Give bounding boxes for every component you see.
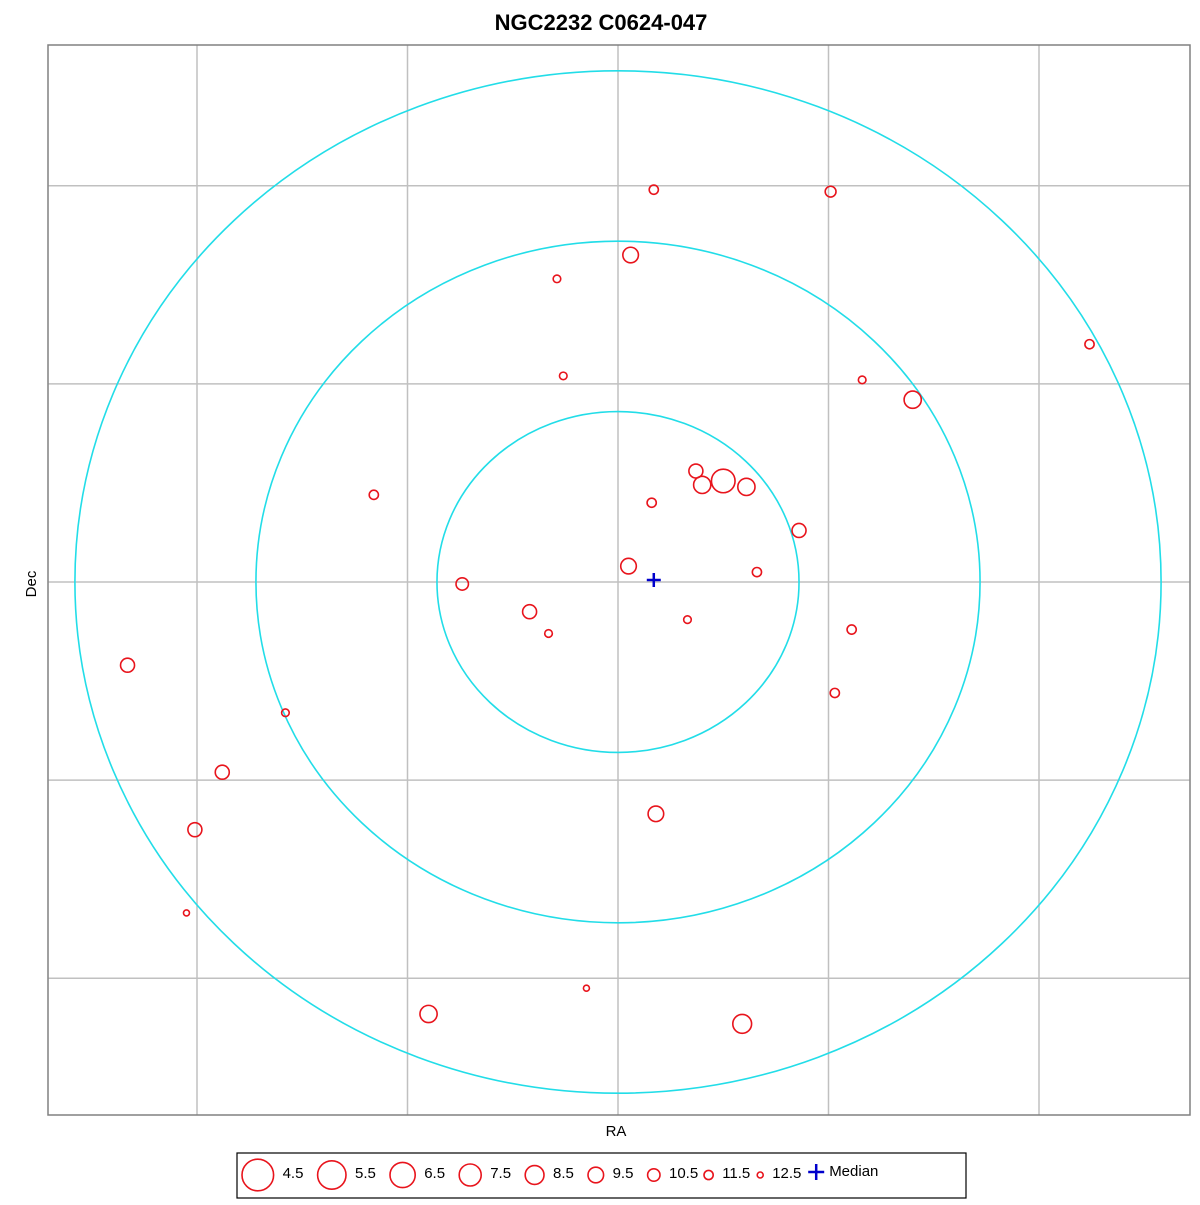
star xyxy=(419,1004,438,1024)
legend-marker xyxy=(389,1161,417,1189)
star xyxy=(648,184,660,196)
legend-marker xyxy=(646,1168,661,1183)
star xyxy=(731,1013,753,1035)
star xyxy=(647,805,665,823)
legend-label: 8.5 xyxy=(553,1165,574,1182)
star xyxy=(187,821,203,838)
star xyxy=(710,468,736,494)
x-axis-label: RA xyxy=(606,1123,627,1140)
star xyxy=(214,764,231,781)
star xyxy=(846,624,858,635)
ring xyxy=(255,240,981,924)
legend-label: 10.5 xyxy=(669,1165,698,1182)
median-marker xyxy=(646,573,661,588)
star xyxy=(751,566,763,578)
legend-marker xyxy=(703,1169,714,1181)
star xyxy=(558,371,568,381)
star xyxy=(455,576,470,591)
legend-marker xyxy=(587,1166,605,1184)
star xyxy=(582,984,591,993)
star xyxy=(280,708,291,718)
legend-box xyxy=(236,1152,967,1199)
star xyxy=(619,557,638,575)
star xyxy=(368,489,380,501)
chart-title: NGC2232 C0624-047 xyxy=(495,10,708,35)
plot-frame xyxy=(47,44,1191,1116)
legend-marker xyxy=(756,1171,765,1179)
legend-label: 7.5 xyxy=(490,1165,511,1182)
star xyxy=(824,185,837,198)
legend-label: 4.5 xyxy=(283,1165,304,1182)
legend-marker xyxy=(524,1164,545,1186)
ring xyxy=(74,69,1162,1095)
y-axis-label: Dec xyxy=(23,570,40,597)
legend-label: 9.5 xyxy=(613,1165,634,1182)
ring xyxy=(436,410,800,754)
legend-marker xyxy=(241,1158,275,1192)
star xyxy=(622,246,640,264)
star xyxy=(903,390,923,410)
legend-label: 11.5 xyxy=(722,1165,750,1182)
star xyxy=(791,522,807,539)
star xyxy=(543,628,554,639)
legend-label: Median xyxy=(829,1163,878,1180)
star xyxy=(857,375,867,385)
star xyxy=(119,657,136,674)
star xyxy=(646,497,658,509)
legend-marker xyxy=(458,1163,483,1187)
star xyxy=(692,475,712,495)
legend-marker xyxy=(316,1160,347,1191)
legend-label: 6.5 xyxy=(424,1165,445,1182)
star xyxy=(552,274,562,284)
legend-label: 5.5 xyxy=(355,1165,376,1182)
star xyxy=(182,909,191,917)
legend-label: 12.5 xyxy=(772,1165,801,1182)
star xyxy=(1084,338,1095,350)
star xyxy=(737,477,756,497)
star xyxy=(682,615,693,625)
star xyxy=(829,687,841,699)
star xyxy=(521,603,538,620)
legend-median-marker xyxy=(808,1164,825,1180)
